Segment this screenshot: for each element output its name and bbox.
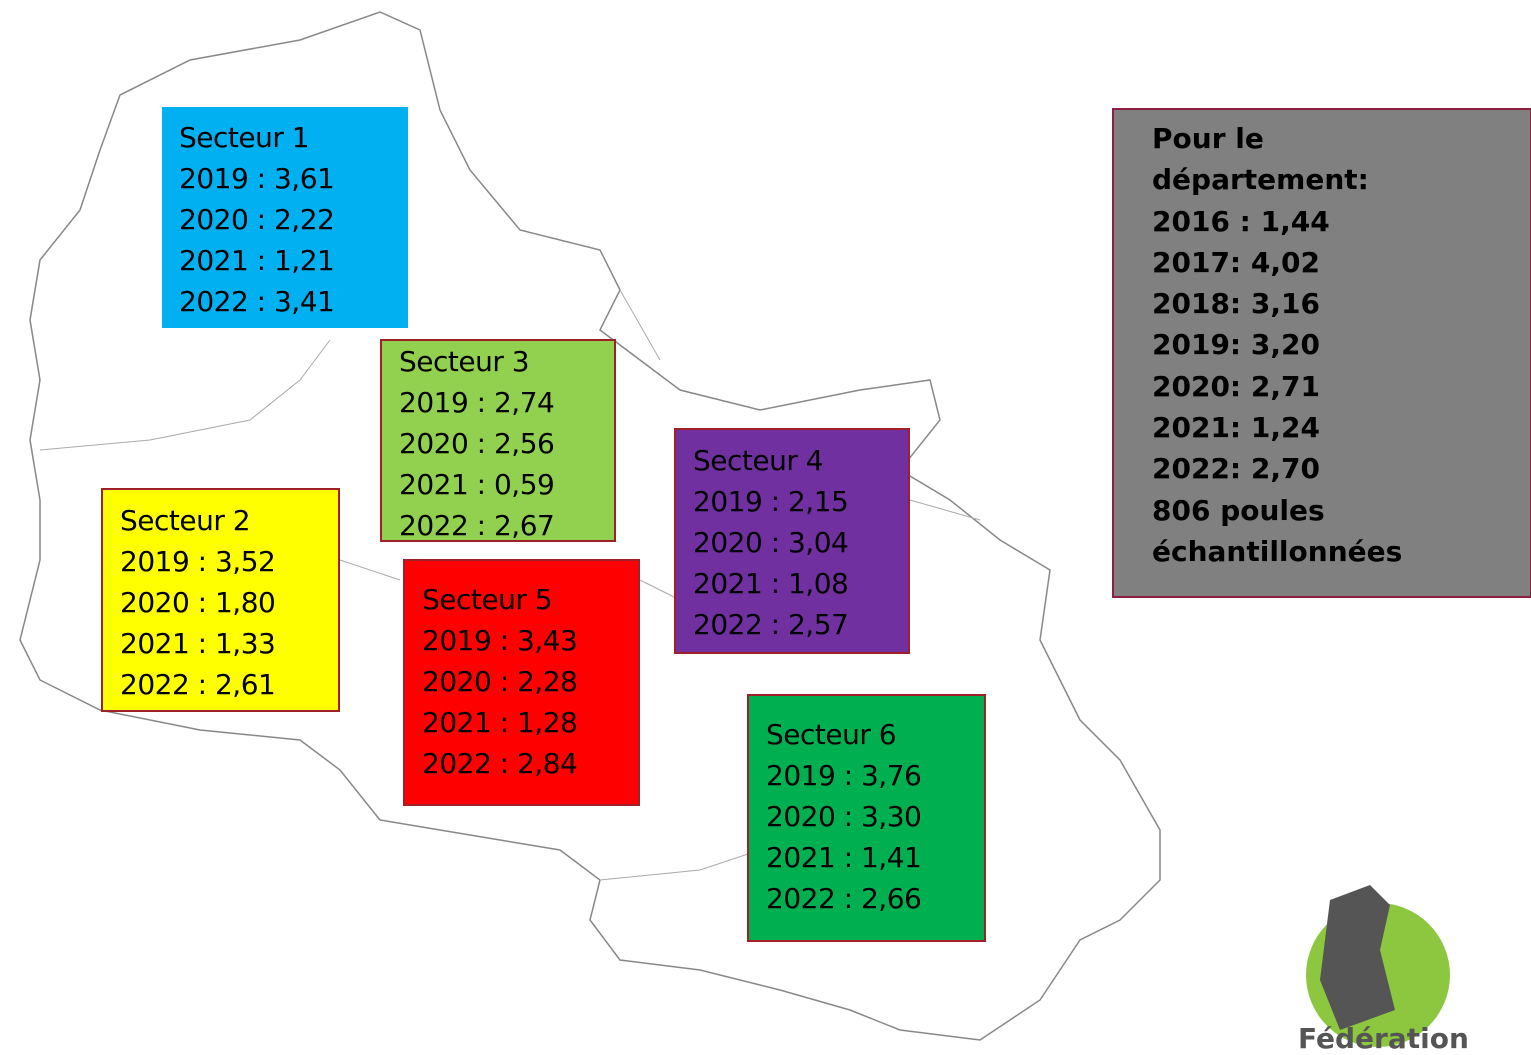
sector-title: Secteur 4 [693, 444, 824, 477]
department-line: 806 poules [1152, 493, 1325, 527]
sector-line: 2022 : 2,66 [766, 882, 922, 915]
sector-line: 2019 : 3,76 [766, 759, 922, 792]
sector-line: 2021 : 1,33 [120, 627, 276, 660]
department-line: 2019: 3,20 [1152, 328, 1320, 362]
sector-line: 2020 : 3,04 [693, 526, 849, 559]
department-line: 2022: 2,70 [1152, 452, 1320, 486]
sector-box: Secteur 1 2019 : 3,61 2020 : 2,22 2021 : 1,… [162, 107, 408, 328]
sector-line: 2019 : 3,61 [179, 162, 335, 195]
logo-animals [1320, 885, 1395, 1030]
sector-line: 2021 : 0,59 [399, 468, 555, 501]
department-line: 2017: 4,02 [1152, 245, 1320, 279]
sector-line: 2019 : 3,43 [422, 624, 578, 657]
sector-line: 2020 : 2,28 [422, 665, 578, 698]
department-line: échantillonnées [1152, 534, 1403, 568]
sector-title: Secteur 6 [766, 718, 897, 751]
department-box: Pour le département: 2016 : 1,44 2017: 4,02… [1112, 108, 1531, 598]
sector-line: 2021 : 1,28 [422, 706, 578, 739]
sector-line: 2022 : 2,84 [422, 747, 578, 780]
sector-box: Secteur 5 2019 : 3,43 2020 : 2,28 2021 : 1,… [403, 559, 640, 806]
sector-line: 2020 : 2,56 [399, 427, 555, 460]
department-line: 2018: 3,16 [1152, 287, 1320, 321]
sector-line: 2020 : 2,22 [179, 203, 335, 236]
sector-title: Secteur 5 [422, 583, 553, 616]
department-line: 2021: 1,24 [1152, 411, 1320, 445]
sector-line: 2021 : 1,08 [693, 567, 849, 600]
sector-line: 2022 : 2,67 [399, 509, 555, 542]
sector-box: Secteur 2 2019 : 3,52 2020 : 1,80 2021 : 1,… [101, 488, 340, 712]
sector-box: Secteur 3 2019 : 2,74 2020 : 2,56 2021 : 0,… [380, 339, 616, 542]
sector-title: Secteur 2 [120, 504, 251, 537]
sector-line: 2020 : 1,80 [120, 586, 276, 619]
department-line: 2020: 2,71 [1152, 369, 1320, 403]
sector-line: 2022 : 2,61 [120, 668, 276, 701]
department-line: 2016 : 1,44 [1152, 204, 1330, 238]
sector-title: Secteur 1 [179, 121, 310, 154]
logo-text: Fédération [1298, 1022, 1469, 1055]
sector-line: 2022 : 3,41 [179, 285, 335, 318]
inner-border [39, 289, 981, 881]
sector-title: Secteur 3 [399, 345, 530, 378]
sector-line: 2021 : 1,41 [766, 841, 922, 874]
sector-line: 2020 : 3,30 [766, 800, 922, 833]
sector-box: Secteur 4 2019 : 2,15 2020 : 3,04 2021 : 1,… [674, 428, 910, 654]
sector-line: 2022 : 2,57 [693, 608, 849, 641]
department-line: département: [1152, 163, 1369, 197]
sector-line: 2019 : 3,52 [120, 545, 276, 578]
sector-box: Secteur 6 2019 : 3,76 2020 : 3,30 2021 : 1,… [747, 694, 986, 942]
department-line: Pour le [1152, 122, 1264, 155]
sector-line: 2021 : 1,21 [179, 244, 335, 277]
sector-line: 2019 : 2,15 [693, 485, 849, 518]
sector-line: 2019 : 2,74 [399, 386, 555, 419]
